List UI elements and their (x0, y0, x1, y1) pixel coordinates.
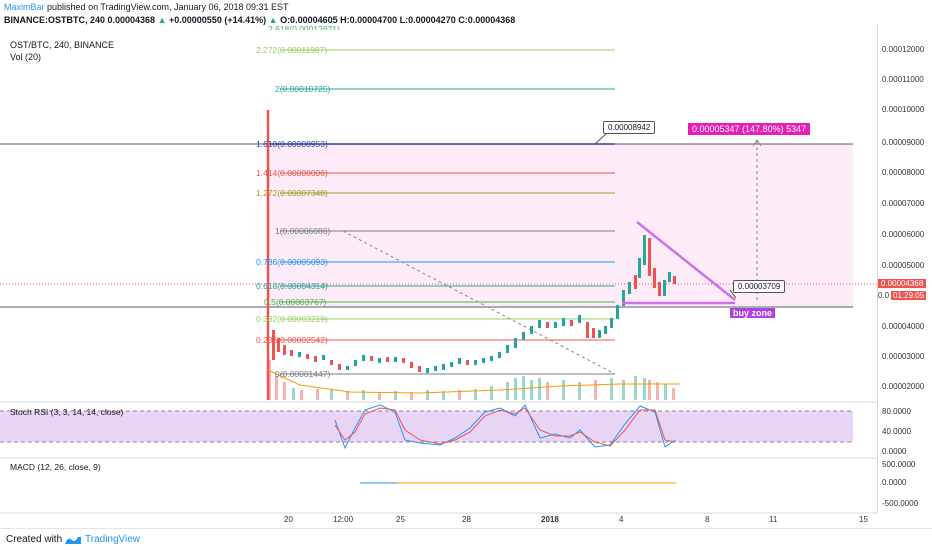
fib-label: 0.5(0.00003767) (264, 297, 327, 307)
created-with-text: Created with (6, 534, 63, 545)
countdown-tag: 01:29:05 (891, 291, 927, 300)
ticker-line: BINANCE:OSTBTC, 240 0.00004368 (4, 15, 156, 25)
time-tick: 4 (619, 515, 624, 524)
macd-tick: -500.0000 (882, 499, 919, 508)
time-tick: 20 (284, 515, 293, 524)
buy-zone-label[interactable]: buy zone (730, 308, 776, 318)
price-tick: 0.00011000 (882, 75, 924, 84)
price-tick-partial: 0.0 (878, 291, 890, 300)
volume-ma (267, 369, 680, 394)
time-tick: 12:00 (333, 515, 354, 524)
time-tick: 11 (769, 515, 778, 524)
tradingview-brand-link[interactable]: TradingView (85, 534, 141, 545)
price-tick: 0.00002000 (882, 382, 925, 391)
time-tick: 15 (859, 515, 868, 524)
chart-canvas[interactable] (0, 24, 877, 528)
fib-lines (268, 49, 615, 375)
fib-label: 2.618(0.00012671) (268, 24, 340, 30)
fib-label: 0(0.00001447) (275, 369, 331, 379)
publish-text: published on TradingView.com, January 06… (47, 2, 289, 12)
publish-info: MaximBar published on TradingView.com, J… (4, 2, 289, 12)
stoch-rsi-band (0, 411, 853, 442)
price-tick: 0.00004000 (882, 322, 925, 331)
fib-label: 1.414(0.00008006) (256, 168, 328, 178)
price-tick: 0.00010000 (882, 105, 925, 114)
price-tick: 0.00005000 (882, 261, 925, 270)
fib-label: 1.272(0.00007348) (256, 188, 328, 198)
price-change: +0.00000550 (+14.41%) (169, 15, 267, 25)
volume-bars (268, 360, 675, 400)
price-scale[interactable] (877, 24, 932, 513)
price-tick: 0.00007000 (882, 199, 925, 208)
tradingview-logo-icon[interactable] (64, 534, 82, 546)
candles (272, 235, 676, 373)
fib-label: 0.236(0.00002542) (256, 335, 328, 345)
ohlc-values: O:0.00004605 H:0.00004700 L:0.00004270 C… (280, 15, 516, 25)
gain-callout[interactable]: 0.00005347 (147.80%) 5347 (688, 123, 811, 135)
fib-label: 0.382(0.00003219) (256, 314, 328, 324)
fib-label: 1.618(0.00008953) (256, 139, 328, 149)
descending-trendline (636, 221, 736, 301)
stoch-rsi-label: Stoch RSI (3, 3, 14, 14, close) (10, 407, 124, 417)
ohlc-line: BINANCE:OSTBTC, 240 0.00004368 ▲ +0.0000… (4, 15, 515, 25)
stoch-tick: 0.0000 (882, 447, 907, 456)
symbol-title: OST/BTC, 240, BINANCE (10, 40, 115, 50)
time-tick: 2018 (541, 515, 559, 524)
macd-label: MACD (12, 26, close, 9) (10, 462, 101, 472)
fib-extension-zone (268, 144, 853, 306)
stoch-d-line (334, 407, 676, 447)
macd-tick: 500.0000 (882, 460, 916, 469)
fib-label: 2.272(0.00011987) (256, 45, 328, 55)
fib-label: 2(0.00010725) (275, 84, 331, 94)
price-tick: 0.00006000 (882, 230, 925, 239)
fib-label: 0.618(0.00004314) (256, 281, 328, 291)
stoch-tick: 80.0000 (882, 407, 911, 416)
current-price-tag: 0.00004368 (878, 279, 927, 288)
up-arrow-icon: ▲ (268, 15, 278, 25)
stoch-tick: 40.0000 (882, 427, 911, 436)
fib-label: 0.786(0.00005093) (256, 257, 328, 267)
buy-callout[interactable]: 0.00003709 (733, 280, 786, 293)
price-tick: 0.00012000 (882, 45, 925, 54)
up-arrow-icon: ▲ (157, 15, 167, 25)
author-link[interactable]: MaximBar (4, 2, 45, 12)
time-tick: 25 (396, 515, 405, 524)
price-tick: 0.00009000 (882, 138, 925, 147)
fib-label: 1(0.00006086) (275, 226, 331, 236)
price-tick: 0.00003000 (882, 352, 925, 361)
price-tick: 0.00008000 (882, 168, 925, 177)
footer: Created with TradingView (0, 528, 932, 550)
macd-tick: 0.0000 (882, 478, 907, 487)
time-tick: 8 (705, 515, 710, 524)
target-callout[interactable]: 0.00008942 (603, 121, 656, 134)
time-tick: 28 (462, 515, 471, 524)
volume-label: Vol (20) (10, 52, 42, 62)
